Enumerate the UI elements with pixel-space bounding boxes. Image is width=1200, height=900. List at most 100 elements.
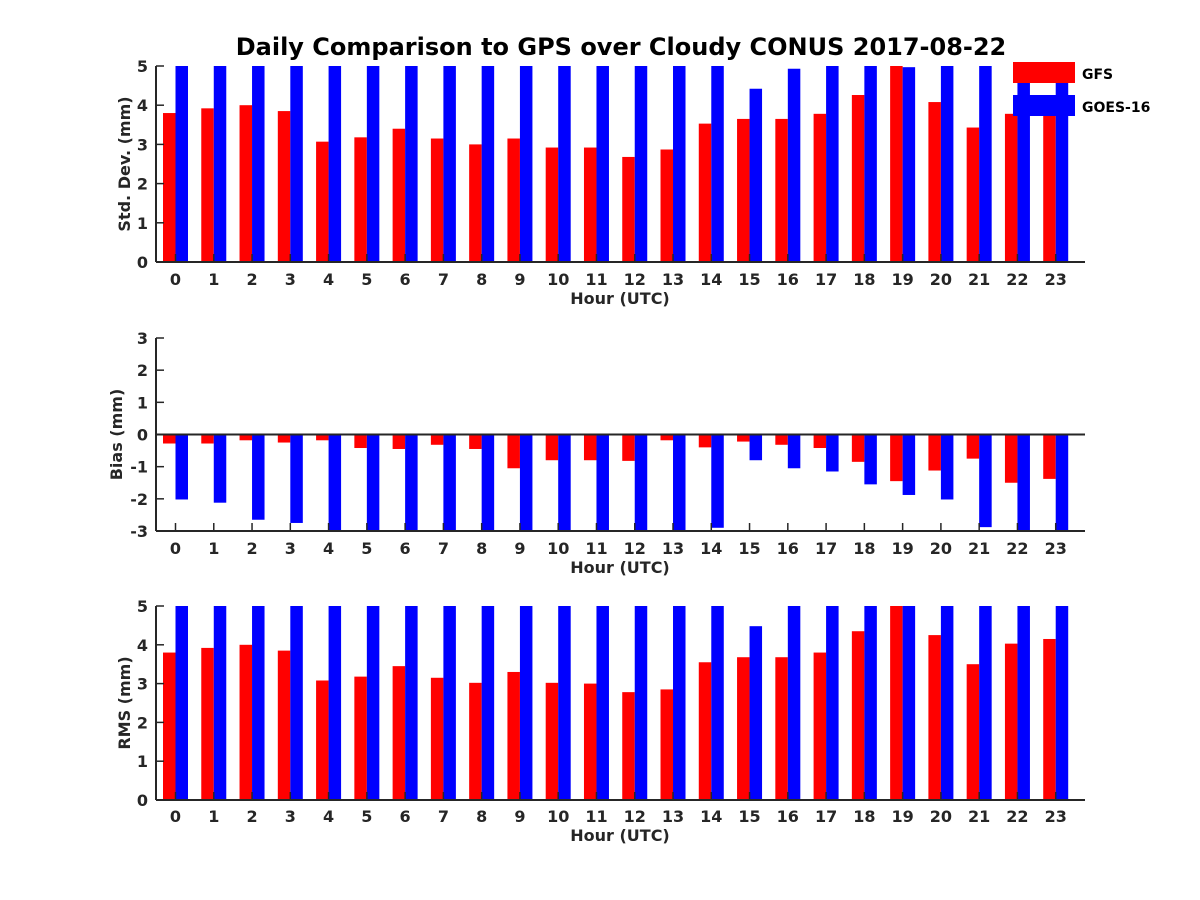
bar-goes16-hour-8	[481, 66, 495, 262]
x-tick-label: 10	[547, 270, 569, 289]
bar-gfs-hour-14	[698, 434, 712, 448]
bar-goes16-hour-13	[673, 606, 686, 800]
bar-gfs-hour-12	[622, 692, 635, 800]
bar-gfs-hour-4	[316, 680, 329, 800]
bar-gfs-hour-23	[1043, 434, 1056, 479]
legend: GFS GOES-16	[1013, 62, 1150, 116]
x-tick-label: 21	[968, 270, 990, 289]
y-tick-label: 3	[137, 675, 148, 694]
x-tick-label: 5	[361, 270, 372, 289]
x-tick-label: 9	[514, 270, 525, 289]
bar-gfs-hour-15	[737, 434, 750, 442]
bar-goes16-hour-21	[979, 434, 992, 528]
bar-goes16-hour-0	[175, 66, 188, 262]
bar-goes16-hour-10	[558, 606, 571, 800]
y-tick-label: 4	[137, 96, 148, 115]
bar-gfs-hour-22	[1004, 643, 1018, 800]
x-tick-label: 8	[476, 270, 487, 289]
bar-goes16-hour-3	[290, 434, 303, 523]
bar-goes16-hour-15	[749, 626, 763, 800]
bar-goes16-hour-1	[213, 434, 227, 503]
bar-goes16-hour-18	[864, 606, 877, 800]
bar-goes16-hour-6	[405, 434, 418, 531]
bar-goes16-hour-1	[213, 66, 227, 262]
x-tick-label: 3	[285, 270, 296, 289]
bar-gfs-hour-5	[354, 434, 367, 449]
x-tick-label: 22	[1006, 539, 1028, 558]
x-tick-label: 2	[246, 270, 257, 289]
bars	[163, 434, 1069, 531]
x-tick-label: 20	[930, 807, 952, 826]
bar-gfs-hour-17	[813, 113, 827, 262]
x-tick-label: 16	[777, 807, 799, 826]
bar-gfs-hour-8	[469, 144, 482, 262]
bar-gfs-hour-9	[507, 434, 520, 469]
bar-goes16-hour-8	[481, 606, 495, 800]
bar-goes16-hour-9	[519, 606, 533, 800]
bar-goes16-hour-11	[596, 66, 609, 262]
bar-goes16-hour-9	[519, 66, 533, 262]
x-tick-label: 18	[853, 807, 875, 826]
bar-goes16-hour-2	[252, 606, 265, 800]
bar-goes16-hour-12	[634, 66, 648, 262]
bar-gfs-hour-11	[583, 147, 597, 262]
x-tick-label: 2	[246, 539, 257, 558]
bar-gfs-hour-11	[583, 434, 597, 461]
x-tick-label: 14	[700, 807, 722, 826]
bar-gfs-hour-15	[737, 118, 750, 262]
legend-label-goes16: GOES-16	[1082, 100, 1150, 116]
bar-gfs-hour-21	[966, 434, 980, 459]
x-tick-label: 9	[514, 807, 525, 826]
bar-gfs-hour-6	[392, 666, 406, 800]
x-tick-label: 23	[1045, 539, 1067, 558]
x-tick-label: 6	[400, 539, 411, 558]
bar-gfs-hour-17	[813, 434, 827, 449]
bar-goes16-hour-11	[596, 434, 609, 531]
bar-goes16-hour-4	[328, 66, 342, 262]
y-tick-label: 2	[137, 361, 148, 380]
bar-gfs-hour-3	[277, 111, 291, 262]
x-tick-label: 4	[323, 807, 334, 826]
bar-goes16-hour-19	[902, 434, 916, 495]
bar-gfs-hour-13	[660, 149, 674, 262]
bar-goes16-hour-13	[673, 66, 686, 262]
x-tick-label: 11	[585, 539, 607, 558]
bar-goes16-hour-13	[673, 434, 686, 531]
x-tick-label: 21	[968, 807, 990, 826]
y-axis-label: Bias (mm)	[107, 389, 126, 481]
x-tick-label: 22	[1006, 270, 1028, 289]
bar-gfs-hour-18	[851, 434, 865, 462]
bar-gfs-hour-2	[239, 644, 253, 800]
bar-goes16-hour-7	[443, 434, 456, 531]
bar-gfs-hour-6	[392, 128, 406, 262]
y-tick-label: 1	[137, 393, 148, 412]
y-tick-label: 5	[137, 57, 148, 76]
bar-gfs-hour-2	[239, 434, 253, 441]
y-tick-label: -3	[130, 522, 148, 541]
x-tick-label: 20	[930, 539, 952, 558]
x-tick-label: 14	[700, 270, 722, 289]
bar-goes16-hour-8	[481, 434, 495, 531]
bar-goes16-hour-0	[175, 434, 188, 500]
bar-gfs-hour-14	[698, 662, 712, 800]
bar-gfs-hour-12	[622, 434, 635, 461]
x-tick-label: 15	[738, 539, 760, 558]
bar-goes16-hour-14	[711, 606, 724, 800]
bar-goes16-hour-11	[596, 606, 609, 800]
bar-goes16-hour-19	[902, 67, 916, 263]
bar-gfs-hour-19	[890, 606, 903, 800]
bar-gfs-hour-20	[928, 635, 941, 800]
x-tick-label: 12	[624, 270, 646, 289]
bar-gfs-hour-9	[507, 671, 520, 800]
bar-goes16-hour-7	[443, 66, 456, 262]
bar-gfs-hour-8	[469, 434, 482, 449]
bar-gfs-hour-16	[775, 434, 788, 445]
y-tick-label: 0	[137, 426, 148, 445]
x-tick-label: 16	[777, 270, 799, 289]
bar-gfs-hour-22	[1004, 434, 1018, 483]
x-tick-label: 12	[624, 807, 646, 826]
bar-gfs-hour-7	[430, 434, 444, 445]
x-tick-label: 18	[853, 270, 875, 289]
